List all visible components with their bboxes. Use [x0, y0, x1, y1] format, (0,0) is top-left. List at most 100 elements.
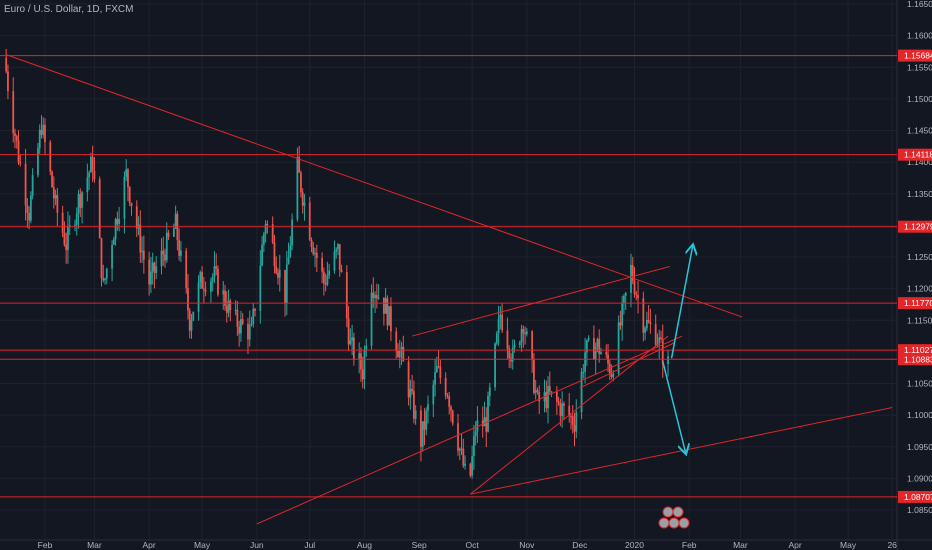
- candle: [608, 359, 611, 381]
- candle: [631, 256, 634, 285]
- candle-body: [7, 71, 9, 92]
- candle: [74, 219, 76, 232]
- candle-body: [434, 372, 436, 385]
- candle-body: [474, 431, 477, 437]
- candle-body: [435, 366, 438, 373]
- price-tick-label: 1.14500: [907, 126, 932, 136]
- candle-body: [545, 392, 548, 409]
- candle-body: [536, 390, 539, 392]
- time-tick-label: Mar: [733, 540, 748, 550]
- candle: [81, 190, 83, 224]
- candle: [571, 405, 574, 434]
- candle: [462, 438, 465, 469]
- candle-body: [91, 156, 94, 171]
- candle-body: [250, 323, 253, 326]
- candle-body: [571, 416, 574, 425]
- candle-body: [667, 356, 669, 365]
- candle-body: [155, 266, 158, 273]
- candle-body: [273, 242, 276, 267]
- candle-body: [412, 391, 415, 419]
- candle-body: [28, 212, 31, 221]
- candle-body: [524, 332, 526, 335]
- candle-body: [68, 225, 71, 227]
- candle-body: [100, 238, 103, 279]
- event-icon: [662, 506, 674, 518]
- candle-body: [432, 384, 435, 405]
- candle-body: [575, 412, 578, 432]
- candle-body: [262, 234, 265, 245]
- candle-body: [600, 352, 602, 355]
- candle: [172, 223, 175, 238]
- candle-body: [17, 140, 20, 163]
- candle: [645, 311, 648, 332]
- candle: [79, 188, 82, 218]
- candle-body: [271, 224, 274, 243]
- candle-body: [351, 337, 354, 341]
- candle: [56, 187, 59, 227]
- candle-body: [229, 300, 232, 311]
- candle: [593, 325, 595, 361]
- candle-body: [222, 290, 225, 295]
- candle-body: [77, 194, 80, 214]
- candle-body: [360, 353, 362, 370]
- candle: [222, 281, 225, 310]
- candle-body: [236, 309, 239, 327]
- candle-body: [352, 337, 355, 360]
- level-price-tags: 1.15684 1.14118 1.12979 1.11770 1.110271.108…: [898, 49, 932, 503]
- candle: [38, 124, 41, 154]
- candle: [450, 405, 452, 422]
- candle: [254, 308, 256, 317]
- candle-body: [14, 133, 16, 136]
- candle: [289, 235, 292, 259]
- candle: [488, 382, 491, 407]
- trendline: [470, 335, 669, 495]
- candle-body: [197, 282, 200, 312]
- candle: [370, 284, 373, 350]
- candle-body: [93, 170, 96, 180]
- candle-body: [397, 350, 399, 358]
- candle-body: [116, 219, 119, 225]
- candle-body: [382, 297, 385, 314]
- candle: [128, 186, 131, 206]
- candle: [162, 236, 165, 266]
- level-price-tag: 1.12979: [904, 222, 932, 232]
- candle: [91, 145, 94, 182]
- candle-body: [123, 176, 126, 219]
- candle-body: [335, 248, 338, 252]
- candle: [322, 267, 325, 296]
- candle-body: [654, 324, 657, 345]
- candle-body: [54, 194, 57, 199]
- candle: [40, 115, 43, 139]
- candle-body: [324, 283, 327, 285]
- candle: [494, 342, 496, 391]
- candle: [314, 247, 316, 268]
- candle-body: [596, 339, 599, 348]
- candle: [635, 291, 638, 301]
- time-tick-label: May: [194, 540, 211, 550]
- candle-body: [584, 352, 586, 372]
- candle-body: [118, 218, 121, 225]
- candle: [647, 305, 650, 324]
- candle: [321, 252, 324, 284]
- candle: [547, 376, 549, 424]
- candle-body: [361, 369, 364, 380]
- candle-body: [112, 239, 115, 245]
- trendline: [256, 335, 683, 525]
- candle-body: [649, 322, 652, 325]
- candle-body: [322, 271, 325, 284]
- candle: [633, 266, 636, 298]
- candle-body: [61, 212, 64, 233]
- time-tick-label: Feb: [682, 540, 697, 550]
- candle-body: [333, 251, 336, 271]
- candle-body: [98, 179, 101, 239]
- candle: [414, 405, 417, 425]
- candle-body: [105, 268, 108, 279]
- candle-body: [635, 294, 638, 296]
- candle-body: [593, 338, 595, 360]
- candle-body: [139, 224, 142, 253]
- candle: [68, 215, 71, 235]
- candle-body: [49, 142, 52, 172]
- candle: [135, 200, 138, 238]
